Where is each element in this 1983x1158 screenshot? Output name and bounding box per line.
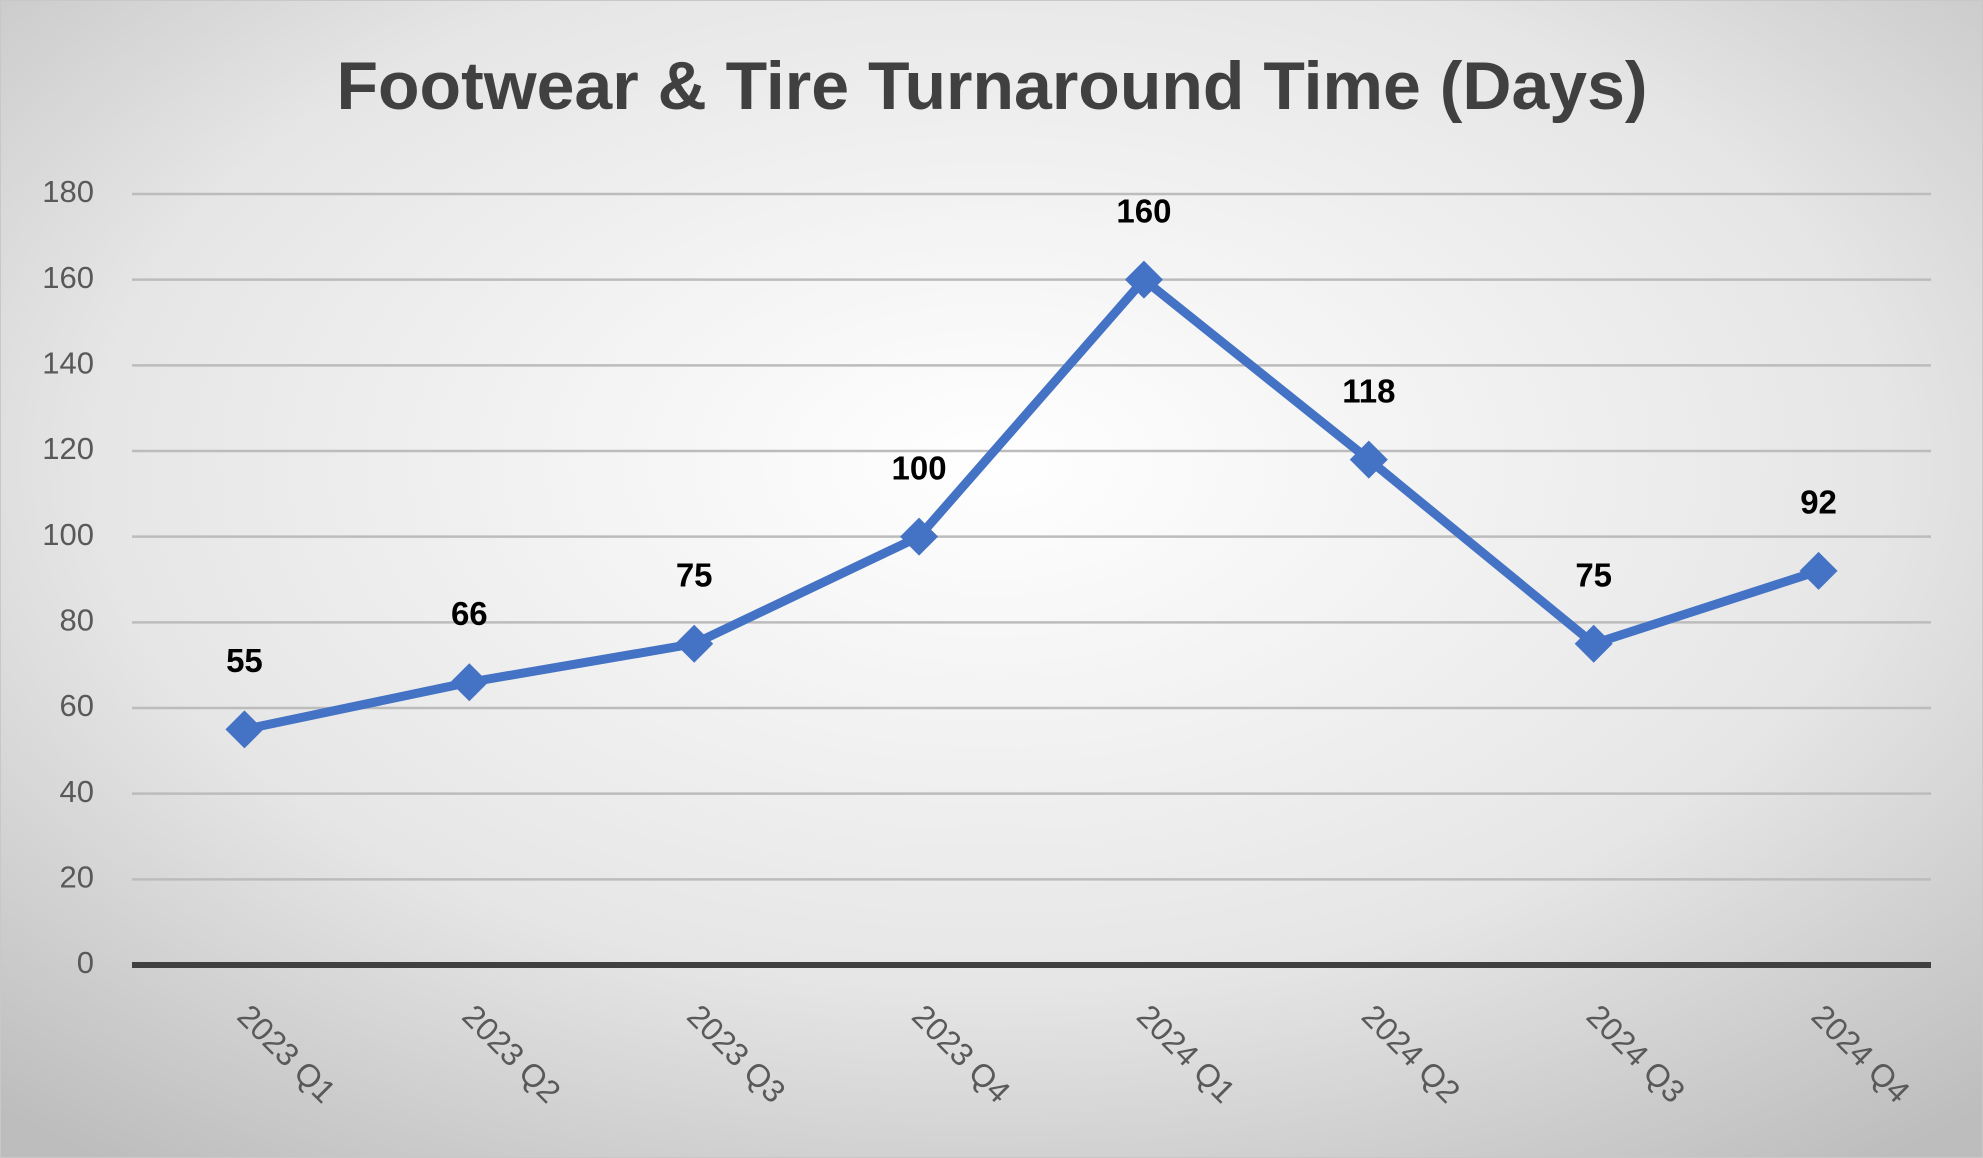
marker — [225, 710, 264, 749]
y-tick-label: 80 — [60, 603, 94, 638]
data-label: 75 — [1575, 556, 1612, 593]
data-label: 118 — [1342, 372, 1395, 409]
marker — [1574, 624, 1613, 663]
chart-title: Footwear & Tire Turnaround Time (Days) — [336, 48, 1647, 124]
y-tick-label: 60 — [60, 688, 94, 723]
y-tick-label: 180 — [42, 174, 94, 209]
marker — [1799, 551, 1838, 590]
data-label: 100 — [892, 449, 947, 486]
marker — [1349, 440, 1388, 479]
y-tick-label: 0 — [77, 945, 94, 980]
marker — [450, 663, 489, 702]
y-tick-label: 120 — [42, 431, 94, 466]
y-tick-label: 20 — [60, 860, 94, 895]
marker — [900, 517, 939, 556]
line — [243, 275, 1820, 734]
marker — [1124, 260, 1163, 299]
data-label: 92 — [1800, 484, 1837, 521]
data-label: 75 — [676, 556, 713, 593]
data-label: 66 — [451, 595, 488, 632]
y-tick-label: 40 — [60, 774, 94, 809]
marker — [675, 624, 714, 663]
y-tick-label: 100 — [42, 517, 94, 552]
y-tick-label: 140 — [42, 346, 94, 381]
data-label: 55 — [226, 642, 263, 679]
data-label: 160 — [1116, 192, 1171, 229]
y-tick-label: 160 — [42, 260, 94, 295]
